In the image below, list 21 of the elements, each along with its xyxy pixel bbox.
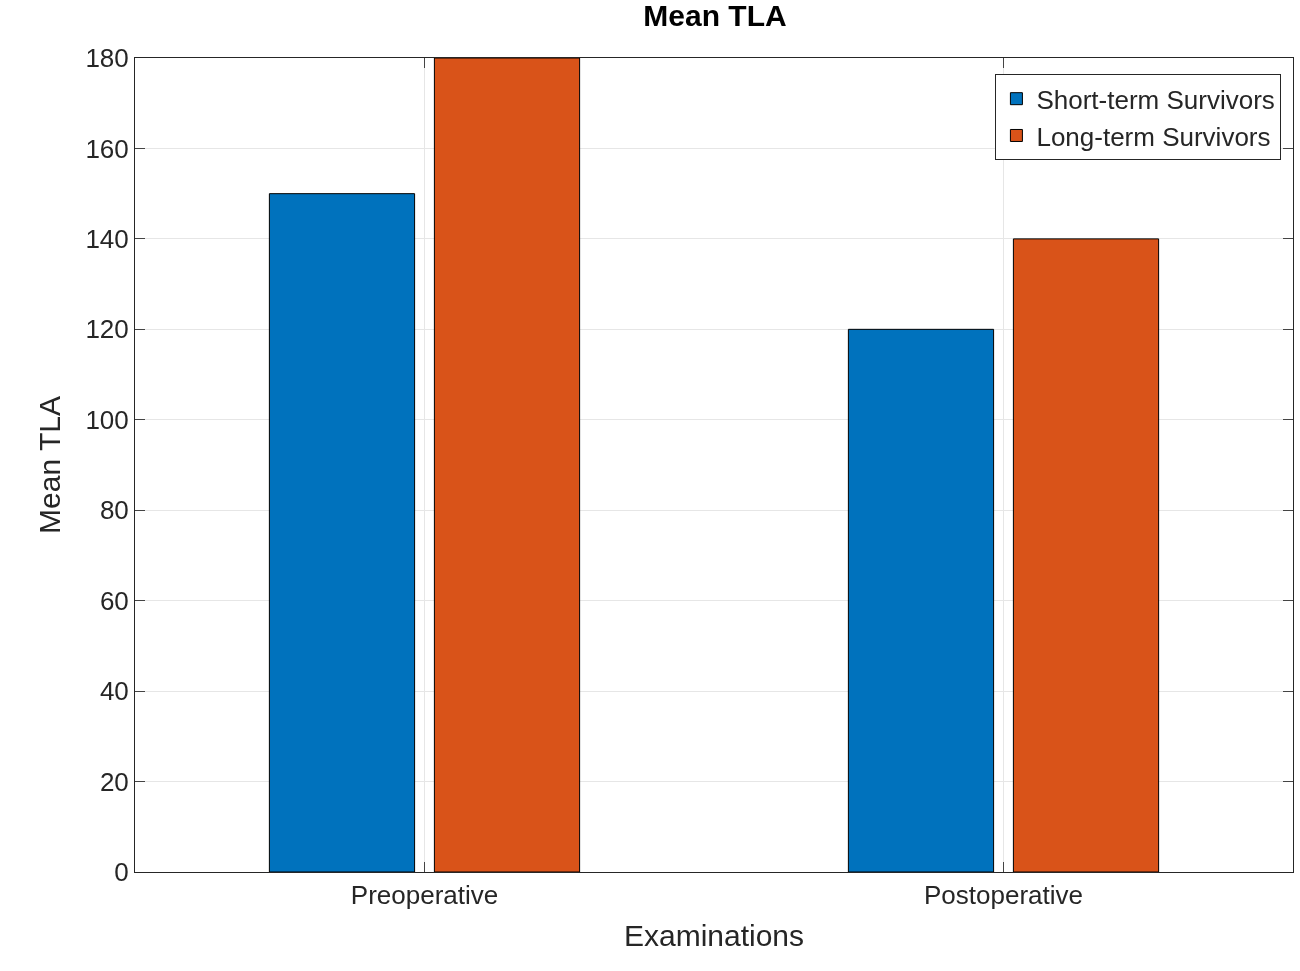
- bar: [433, 58, 581, 872]
- legend-label: Short-term Survivors: [1036, 84, 1275, 115]
- y-tick-label: 120: [85, 314, 129, 345]
- y-axis-title: Mean TLA: [33, 396, 67, 534]
- y-tick-label: 160: [85, 133, 129, 164]
- y-tick-label: 140: [85, 223, 129, 254]
- x-tick-label: Postoperative: [924, 880, 1083, 911]
- y-tick-label: 0: [114, 857, 129, 888]
- y-tick-label: 80: [99, 495, 129, 526]
- bar: [847, 328, 995, 872]
- x-tick-label: Preoperative: [350, 880, 499, 911]
- bar: [268, 193, 416, 872]
- x-axis-title: Examinations: [623, 918, 805, 952]
- y-tick-label: 20: [99, 766, 129, 797]
- y-tick-label: 180: [85, 43, 129, 74]
- legend-label: Long-term Survivors: [1036, 121, 1271, 152]
- chart-title: Mean TLA: [643, 0, 787, 32]
- y-tick-label: 100: [85, 404, 129, 435]
- bar: [1012, 238, 1160, 872]
- y-tick-label: 60: [99, 585, 129, 616]
- y-tick-label: 40: [99, 676, 129, 707]
